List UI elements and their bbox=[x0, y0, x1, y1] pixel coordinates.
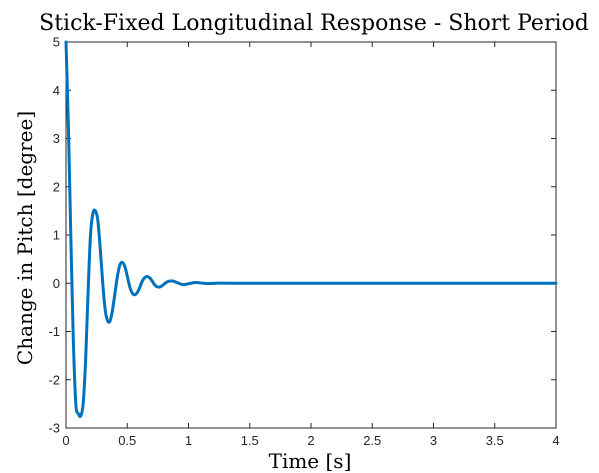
x-tick-label: 1.5 bbox=[241, 433, 259, 448]
x-tick-label: 2.5 bbox=[363, 433, 381, 448]
plot-area: 0 0.5 1 1.5 2 2.5 3 3.5 4 -3 -2 -1 0 1 2 3 4 5 bbox=[48, 35, 559, 449]
axis-ticks bbox=[65, 41, 557, 429]
x-tick-label: 4 bbox=[552, 433, 559, 448]
x-tick-label: 3 bbox=[430, 433, 437, 448]
y-axis-label: Change in Pitch [degree] bbox=[13, 111, 37, 365]
y-tick-label: 3 bbox=[53, 131, 60, 146]
x-tick-label: 2 bbox=[307, 433, 314, 448]
axes-frame bbox=[65, 41, 557, 429]
y-tick-label: 1 bbox=[53, 228, 60, 243]
tick-labels: 0 0.5 1 1.5 2 2.5 3 3.5 4 -3 -2 -1 0 1 2 3 4 5 bbox=[48, 35, 559, 449]
x-axis-label: Time [s] bbox=[269, 449, 352, 473]
y-tick-label: 5 bbox=[53, 35, 60, 50]
chart-title: Stick-Fixed Longitudinal Response - Shor… bbox=[39, 11, 589, 36]
y-tick-label: -1 bbox=[48, 324, 60, 339]
y-tick-label: 2 bbox=[53, 179, 60, 194]
x-tick-label: 0.5 bbox=[118, 433, 136, 448]
y-tick-label: -2 bbox=[48, 372, 60, 387]
x-tick-label: 0 bbox=[62, 433, 69, 448]
x-tick-label: 3.5 bbox=[486, 433, 504, 448]
y-tick-label: 0 bbox=[53, 276, 60, 291]
y-tick-label: -3 bbox=[48, 421, 60, 436]
series-line bbox=[64, 40, 558, 419]
y-tick-label: 4 bbox=[53, 83, 60, 98]
x-tick-label: 1 bbox=[185, 433, 192, 448]
